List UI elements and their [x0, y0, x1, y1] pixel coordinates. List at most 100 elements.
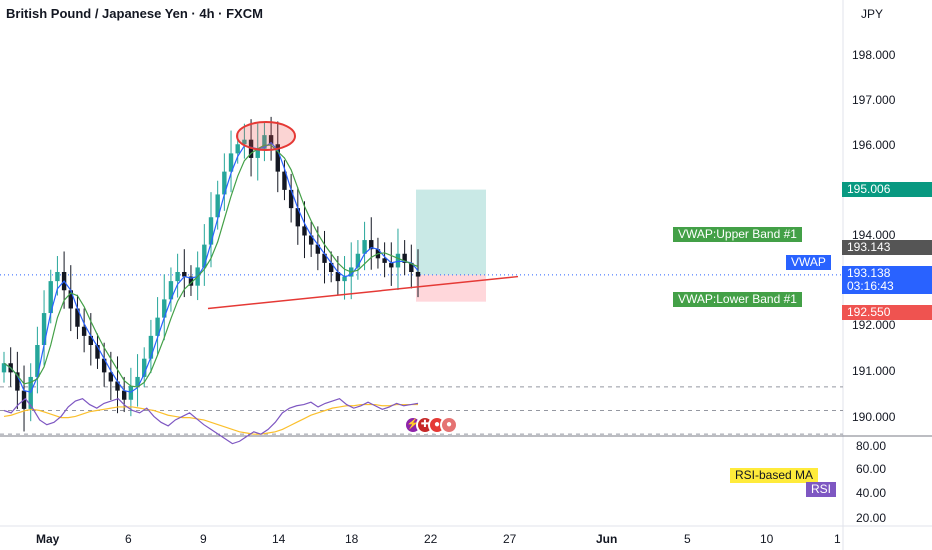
price-tick: 196.000	[852, 138, 896, 152]
trendline	[207, 275, 519, 310]
candle-body	[228, 153, 234, 172]
candle-body	[168, 281, 174, 300]
candle-body	[282, 171, 287, 190]
candle-body	[128, 386, 134, 400]
rsi-tick: 40.00	[856, 486, 887, 500]
rsi-tick: 20.00	[856, 511, 887, 525]
price-tick: 191.000	[852, 364, 896, 378]
lower-band-label: VWAP:Lower Band #1	[673, 292, 802, 307]
candle-body	[369, 240, 374, 250]
japan-flag-icon[interactable]: ●	[440, 416, 458, 434]
upper-band-label: VWAP:Upper Band #1	[673, 227, 802, 242]
candle-body	[328, 262, 334, 272]
candle-body	[115, 381, 120, 391]
vwap-label: VWAP	[786, 255, 831, 270]
price-tick: 192.000	[852, 318, 896, 332]
candle-body	[275, 144, 280, 172]
candle-body	[188, 276, 194, 286]
stop-zone	[416, 274, 486, 302]
price-tick: 198.000	[852, 48, 896, 62]
candle-body	[88, 335, 94, 345]
candle-body	[389, 262, 394, 268]
time-tick: 6	[125, 532, 132, 546]
candle-body	[108, 372, 114, 382]
candle-body	[182, 272, 187, 277]
time-tick: 27	[503, 532, 517, 546]
candle-body	[402, 253, 407, 263]
candle-body	[382, 258, 387, 263]
time-tick: 9	[200, 532, 207, 546]
candle-body	[395, 253, 401, 268]
time-tick: 18	[345, 532, 359, 546]
rsi-line	[3, 397, 419, 445]
candle-body	[155, 317, 160, 336]
candle-body	[202, 244, 207, 268]
candle-body	[41, 313, 47, 345]
time-tick: Jun	[596, 532, 618, 546]
rsi-tick: 80.00	[856, 439, 887, 453]
candle-body	[235, 144, 240, 154]
time-tick: 5	[684, 532, 691, 546]
candle-body	[215, 194, 220, 218]
candle-body	[15, 372, 20, 391]
candle-body	[322, 253, 327, 263]
candle-body	[1, 363, 7, 373]
candle-body	[175, 272, 180, 282]
candle-body	[415, 272, 421, 277]
candle-body	[222, 171, 227, 195]
economic-events-bar[interactable]: ⚡ ✚ ● ●	[404, 416, 458, 434]
candle-body	[48, 281, 53, 314]
stop-price-tag: 192.550	[842, 305, 932, 320]
candle-body	[355, 253, 361, 268]
rsi-tick: 60.00	[856, 462, 887, 476]
candle-body	[142, 358, 147, 377]
candle-body	[55, 272, 60, 282]
candle-body	[295, 208, 301, 227]
candle-body	[268, 135, 274, 145]
candle-body	[262, 135, 267, 149]
candle-body	[148, 335, 154, 359]
candle-body	[121, 390, 127, 400]
candle-body	[315, 244, 321, 254]
candle-body	[28, 376, 33, 409]
candle-body	[68, 290, 73, 309]
price-tick: 190.000	[852, 410, 896, 424]
candle-body	[409, 262, 414, 272]
candle-body	[342, 276, 347, 282]
candle-body	[288, 189, 294, 209]
candle-body	[95, 345, 100, 359]
chart-title: British Pound / Japanese Yen · 4h · FXCM	[6, 6, 263, 21]
upper-band-price-tag: 193.143	[842, 240, 932, 255]
candle-body	[255, 148, 260, 158]
candle-body	[162, 299, 167, 318]
price-tick: 194.000	[852, 228, 896, 242]
vwap-band-line	[3, 144, 419, 388]
bar-countdown: 03:16:43	[847, 279, 894, 293]
candle-body	[208, 217, 214, 245]
candle-body	[75, 308, 80, 327]
target-zone	[416, 189, 486, 275]
candle-body	[308, 235, 314, 245]
target-price-tag: 195.006	[842, 182, 932, 197]
last-price-tag: 193.138 03:16:43	[842, 266, 932, 294]
candle-body	[242, 139, 247, 145]
time-tick: 1	[834, 532, 841, 546]
candle-body	[81, 326, 87, 336]
candle-body	[135, 376, 140, 387]
time-tick: 14	[272, 532, 286, 546]
time-tick: May	[36, 532, 60, 546]
time-tick: 10	[760, 532, 774, 546]
rsi-ma-label: RSI-based MA	[730, 468, 819, 483]
candle-body	[101, 358, 107, 373]
time-tick: 22	[424, 532, 438, 546]
vwap-line	[3, 141, 419, 393]
top-highlight-ellipse	[236, 121, 296, 151]
candle-body	[335, 272, 341, 282]
candle-body	[35, 345, 40, 377]
currency-label[interactable]: JPY	[861, 7, 884, 21]
price-tick: 197.000	[852, 93, 896, 107]
candle-body	[362, 240, 367, 254]
candle-body	[302, 226, 307, 236]
